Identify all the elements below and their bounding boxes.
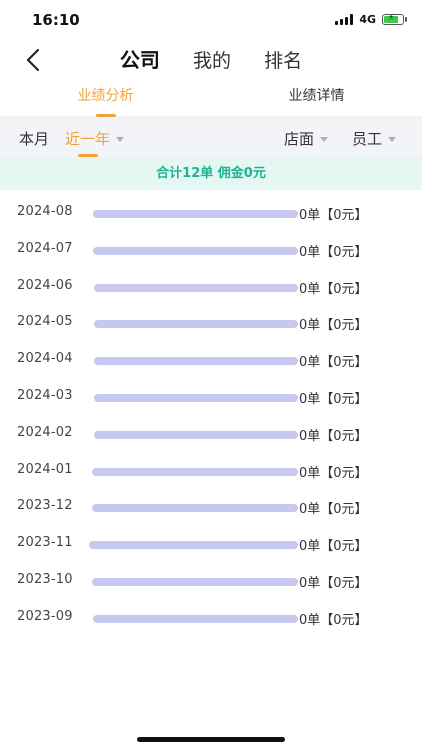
- list-item: 2023-11 0单【0元】: [0, 525, 422, 562]
- progress-bar: [89, 541, 298, 550]
- month-value: 0单【0元】: [299, 244, 368, 260]
- filter-store-label: 店面: [284, 130, 315, 148]
- month-label: 2024-05: [17, 314, 73, 330]
- home-indicator: [137, 737, 285, 742]
- month-label: 2024-02: [17, 424, 73, 440]
- list-item: 2024-06 0单【0元】: [0, 268, 422, 305]
- month-value: 0单【0元】: [299, 428, 368, 444]
- month-label: 2024-01: [17, 461, 73, 477]
- top-nav: 公司 我的 排名: [0, 40, 422, 80]
- month-label: 2024-04: [17, 351, 73, 367]
- list-item: 2024-03 0单【0元】: [0, 378, 422, 415]
- progress-bar: [94, 357, 298, 366]
- month-value: 0单【0元】: [299, 355, 368, 371]
- month-label: 2023-11: [17, 535, 73, 551]
- battery-icon: ⚡: [382, 13, 407, 25]
- progress-bar: [92, 467, 298, 476]
- back-icon[interactable]: [22, 46, 46, 74]
- month-value: 0单【0元】: [299, 391, 368, 407]
- tab-performance-details[interactable]: 业绩详情: [288, 88, 345, 104]
- list-item: 2024-05 0单【0元】: [0, 304, 422, 341]
- filter-store[interactable]: 店面: [284, 128, 329, 149]
- month-label: 2024-06: [17, 277, 73, 293]
- month-value: 0单【0元】: [299, 539, 368, 555]
- month-value: 0单【0元】: [299, 208, 368, 223]
- month-value: 0单【0元】: [299, 281, 368, 297]
- filter-staff[interactable]: 员工: [352, 128, 397, 149]
- month-label: 2024-08: [17, 204, 73, 219]
- progress-bar: [94, 320, 298, 329]
- status-indicators: 4G ⚡: [335, 13, 407, 26]
- filter-bar: 本月 近一年 店面 员工: [0, 117, 422, 157]
- network-label: 4G: [359, 13, 376, 26]
- status-time: 16:10: [32, 11, 80, 29]
- month-label: 2024-03: [17, 387, 73, 403]
- signal-icon: [335, 14, 354, 25]
- month-label: 2024-07: [17, 240, 73, 256]
- progress-bar: [94, 393, 298, 402]
- status-bar: 16:10 4G ⚡: [0, 0, 422, 40]
- list-item: 2023-09 0单【0元】: [0, 599, 422, 636]
- progress-bar: [94, 430, 298, 439]
- filter-active-indicator: [78, 154, 98, 157]
- month-value: 0单【0元】: [299, 318, 368, 334]
- progress-bar: [93, 210, 298, 218]
- month-value: 0单【0元】: [299, 575, 368, 591]
- chevron-down-icon: [116, 137, 125, 142]
- filter-last-year[interactable]: 近一年: [65, 128, 125, 149]
- month-label: 2023-10: [17, 571, 73, 587]
- progress-bar: [92, 504, 298, 513]
- tab-company[interactable]: 公司: [119, 48, 160, 72]
- list-item: 2023-10 0单【0元】: [0, 562, 422, 599]
- progress-bar: [93, 246, 298, 255]
- filter-this-month[interactable]: 本月: [19, 130, 50, 148]
- progress-bar: [94, 283, 298, 292]
- month-label: 2023-12: [17, 498, 73, 514]
- monthly-list: 2024-08 0单【0元】 2024-07 0单【0元】 2024-06 0单【0元】 2…: [0, 190, 422, 636]
- tab-ranking[interactable]: 排名: [264, 50, 303, 72]
- list-item: 2024-08 0单【0元】: [0, 194, 422, 231]
- list-item: 2024-04 0单【0元】: [0, 341, 422, 378]
- progress-bar: [92, 577, 298, 586]
- tab-performance-analysis[interactable]: 业绩分析: [0, 80, 211, 117]
- list-item: 2024-07 0单【0元】: [0, 231, 422, 268]
- nav-tabs: 公司 我的 排名: [0, 44, 422, 73]
- month-label: 2023-09: [17, 608, 73, 624]
- progress-bar: [93, 614, 298, 623]
- summary-banner: 合计12单 佣金0元: [0, 157, 422, 190]
- chevron-down-icon: [388, 137, 397, 142]
- month-value: 0单【0元】: [299, 502, 368, 518]
- sub-tabs: 业绩分析 业绩详情: [0, 80, 422, 117]
- filter-last-year-label: 近一年: [65, 130, 111, 148]
- month-value: 0单【0元】: [299, 465, 368, 481]
- list-item: 2024-02 0单【0元】: [0, 415, 422, 452]
- list-item: 2023-12 0单【0元】: [0, 488, 422, 525]
- tab-mine[interactable]: 我的: [192, 50, 231, 72]
- chevron-down-icon: [320, 137, 329, 142]
- list-item: 2024-01 0单【0元】: [0, 452, 422, 489]
- month-value: 0单【0元】: [299, 612, 368, 628]
- filter-staff-label: 员工: [352, 130, 383, 148]
